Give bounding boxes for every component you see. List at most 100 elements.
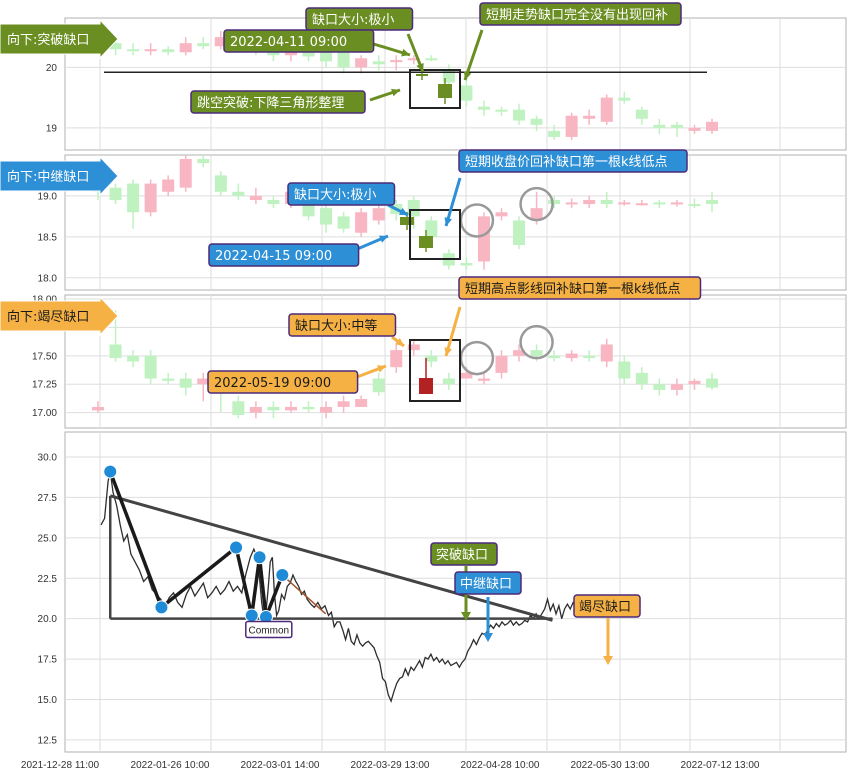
candle-body	[600, 344, 613, 362]
candle-body	[583, 355, 596, 359]
candle-body	[267, 199, 280, 205]
candle-body	[706, 199, 718, 205]
arrow-head	[379, 235, 388, 243]
candle-body	[477, 216, 490, 262]
candle-body	[548, 130, 561, 137]
annotation-box	[190, 90, 366, 114]
gap-type-tag: 向下:中继缺口	[0, 155, 119, 197]
gap-box	[409, 209, 461, 260]
candle-body	[109, 43, 122, 50]
candle-body	[565, 353, 578, 359]
annotation-box	[223, 29, 375, 53]
candle-body	[583, 115, 596, 119]
candle-body	[197, 43, 210, 47]
candle-body	[653, 384, 666, 390]
y-tick-label: 25.0	[38, 533, 58, 544]
candle-body	[109, 187, 122, 200]
candle-body	[565, 202, 578, 205]
x-tick-label: 2022-01-26 10:00	[131, 760, 210, 771]
pivot-dot	[275, 568, 290, 583]
annotation-p1-1: 短期走势缺口完全没有出现回补	[463, 2, 682, 81]
annotation-text: 2022-04-11 09:00	[230, 35, 347, 50]
panel-frame-p3	[64, 294, 847, 429]
candle-body	[337, 49, 350, 68]
arrow-head	[395, 338, 404, 346]
arrow-head	[377, 365, 386, 373]
candle-body	[179, 43, 192, 53]
tag-label: 向下:突破缺口	[7, 32, 89, 48]
annotation-text: 短期收盘价回补缺口第一根k线低点	[465, 154, 668, 170]
candle-body	[688, 204, 701, 207]
y-tick-label: 19	[46, 123, 58, 134]
candle-body	[232, 191, 245, 196]
annotation-box	[479, 2, 682, 26]
candle-body	[337, 216, 350, 229]
candle-body	[197, 378, 210, 385]
annotation-box	[458, 276, 702, 300]
candle-body	[460, 263, 473, 266]
pivot-dot	[154, 600, 169, 615]
annotation-p1-2: 2022-04-11 09:00	[223, 29, 411, 57]
candle-body	[495, 212, 508, 217]
candle-body	[653, 202, 666, 205]
annotation-text: 缺口大小:极小	[294, 188, 376, 203]
y-tick-label: 17.00	[32, 408, 57, 419]
arrow-head	[461, 612, 471, 621]
price-line	[100, 471, 588, 704]
annotation-p2-2: 2022-04-15 09:00	[208, 234, 389, 267]
annotation-text: 跳空突破:下降三角形整理	[197, 95, 344, 111]
tag-arrow-shape	[0, 295, 119, 337]
candle-body	[109, 344, 122, 359]
candle-body	[320, 406, 333, 413]
candle-body	[548, 199, 561, 205]
tag-label: 向下:中继缺口	[7, 169, 89, 185]
gap-marker-text: 中继缺口	[460, 577, 512, 592]
annotation-arrow	[444, 306, 462, 357]
candle-body	[92, 406, 104, 411]
annotation-arrow	[444, 177, 462, 227]
annotation-box	[207, 370, 359, 394]
candle-body	[618, 97, 631, 101]
y-tick-label: 22.5	[38, 574, 58, 585]
y-tick-label: 20	[46, 63, 58, 74]
candle-body	[442, 378, 455, 385]
gap-marker-1: 中继缺口	[454, 571, 522, 642]
candle-body	[302, 52, 315, 57]
candle-body	[688, 380, 701, 385]
candle-body	[162, 378, 175, 381]
annotation-text: 2022-05-19 09:00	[214, 376, 331, 391]
arrow-head	[391, 88, 400, 97]
gap-type-tag: 向下:竭尽缺口	[0, 295, 119, 337]
gap-marker-box	[454, 571, 522, 595]
gap-marker-text: 竭尽缺口	[579, 600, 631, 615]
common-label: Common	[245, 620, 293, 639]
arrow-head	[603, 656, 613, 665]
candle-body	[460, 85, 473, 101]
y-tick-label: 30.0	[38, 453, 58, 464]
arrow-head	[444, 217, 453, 226]
candle-body	[162, 179, 175, 192]
candle-body	[355, 58, 368, 68]
candle-body	[320, 208, 333, 225]
annotation-p2-0: 缺口大小:极小	[287, 182, 409, 217]
candle-body	[618, 202, 631, 205]
y-tick-label: 17.5	[38, 655, 58, 666]
gap-candle-body	[438, 84, 452, 98]
candle-body	[600, 199, 613, 205]
candle-body	[302, 406, 315, 410]
candle-body	[425, 355, 438, 362]
candle-body	[197, 159, 210, 164]
x-tick-label: 2022-03-01 14:00	[241, 760, 320, 771]
candle-body	[179, 378, 192, 388]
candle-body	[688, 127, 701, 131]
x-tick-label: 2022-04-28 10:00	[461, 760, 540, 771]
annotation-text: 2022-04-15 09:00	[215, 249, 332, 264]
candle-body	[635, 203, 648, 206]
candle-body	[284, 52, 297, 56]
gap-box	[409, 339, 461, 402]
candle-body	[372, 208, 385, 221]
tag-label: 向下:竭尽缺口	[7, 309, 89, 325]
candle-body	[267, 406, 280, 411]
candle-body	[214, 175, 227, 192]
